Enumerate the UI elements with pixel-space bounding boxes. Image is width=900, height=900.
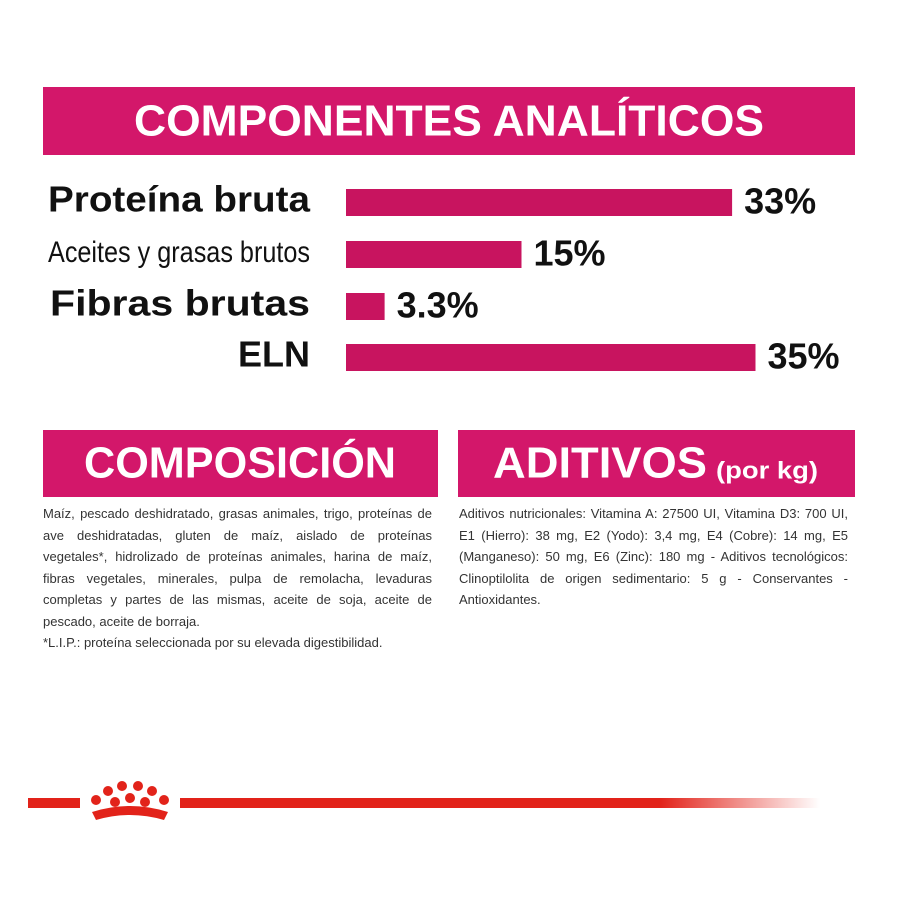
value-label: 15%	[534, 233, 606, 274]
crown-dot	[125, 793, 135, 803]
chart-title: COMPONENTES ANALÍTICOS	[134, 96, 764, 146]
category-label: Aceites y grasas brutos	[48, 236, 310, 269]
bar	[346, 189, 733, 216]
crown-dot	[140, 797, 150, 807]
composition-text: Maíz, pescado deshidratado, grasas anima…	[43, 503, 432, 654]
logo-line	[180, 798, 820, 808]
crown-dot	[147, 786, 157, 796]
bar	[346, 344, 756, 371]
crown-dot	[110, 797, 120, 807]
logo-line	[28, 798, 80, 808]
additives-text: Aditivos nutricionales: Vitamina A: 2750…	[459, 503, 848, 611]
additives-title: ADITIVOS	[493, 439, 707, 488]
title-banner	[43, 87, 855, 155]
composition-banner	[43, 430, 438, 497]
composition-title: COMPOSICIÓN	[84, 438, 396, 488]
crown-base	[92, 806, 168, 820]
logo	[28, 781, 820, 820]
composition-paragraph: Maíz, pescado deshidratado, grasas anima…	[43, 506, 432, 629]
category-label: ELN	[238, 334, 310, 375]
additives-paragraph: Aditivos nutricionales: Vitamina A: 2750…	[459, 506, 848, 607]
value-label: 35%	[768, 336, 840, 377]
additives-banner	[458, 430, 855, 497]
crown-dot	[91, 795, 101, 805]
bar	[346, 241, 522, 268]
additives-subtitle: (por kg)	[716, 457, 818, 484]
value-label: 3.3%	[397, 285, 479, 326]
bar	[346, 293, 385, 320]
composition-paragraph: *L.I.P.: proteína seleccionada por su el…	[43, 635, 383, 650]
category-label: Proteína bruta	[48, 179, 311, 220]
crown-dot	[103, 786, 113, 796]
category-label: Fibras brutas	[50, 283, 310, 324]
crown-dot	[117, 781, 127, 791]
crown-dot	[133, 781, 143, 791]
value-label: 33%	[744, 181, 816, 222]
crown-dot	[159, 795, 169, 805]
